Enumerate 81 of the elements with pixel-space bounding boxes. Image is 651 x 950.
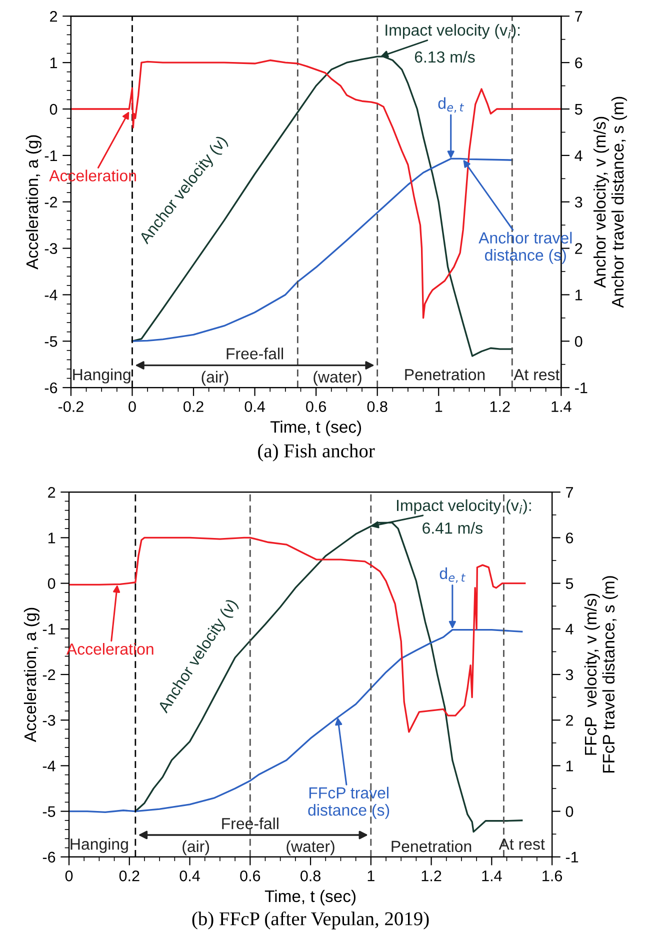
x-tick-label: 0.8 [367, 401, 388, 412]
x-tick-label: 0.4 [180, 870, 200, 882]
annotation: Penetration [392, 840, 472, 852]
y2-tick-label: 0 [574, 336, 582, 347]
y2-tick-label: 7 [566, 487, 573, 498]
y-tick-label: -4 [42, 760, 56, 772]
y-tick-label: 1 [50, 58, 58, 68]
y2-tick-label: 2 [575, 243, 582, 254]
annotation: Free-fall [226, 348, 284, 360]
x-tick-label: 1.4 [482, 870, 502, 882]
y2-axis-title: FFcP velocity, v (m/s) FFcP travel distance, s (m) [584, 576, 618, 773]
x-tick-label: 0.8 [300, 870, 320, 882]
annotation: (water) [286, 840, 334, 856]
annotation: At rest [498, 838, 545, 850]
y-tick-label: 0 [48, 578, 56, 589]
y-axis-title: Acceleration, a (g) [24, 608, 40, 742]
x-axis-title: Time, t (sec) [264, 890, 356, 906]
x-tick-label: -0.2 [58, 401, 84, 412]
y-tick-label: -3 [44, 243, 58, 254]
annotation: Penetration [405, 368, 485, 380]
x-tick-label: 0.2 [183, 401, 204, 412]
x-tick-label: 1.4 [552, 401, 572, 412]
y2-tick-label: 7 [575, 11, 582, 22]
y2-tick-label: 2 [566, 714, 573, 726]
x-axis-title: Time, t (sec) [270, 420, 362, 436]
annotation: Impact velocity (v$_{i}$): [396, 499, 531, 514]
annotation: 6.13 m/s [414, 50, 475, 63]
annotation: (air) [202, 370, 228, 386]
y2-tick-label: 1 [576, 290, 582, 300]
y-tick-label: -6 [44, 382, 58, 394]
annotation: Free-fall [222, 818, 278, 830]
y2-tick-label: 4 [574, 150, 582, 161]
y-tick-label: 2 [48, 486, 56, 498]
x-tick-label: 0 [128, 401, 136, 412]
annotation: At rest [514, 369, 560, 380]
y-tick-label: -5 [44, 336, 58, 347]
y-tick-label: 0 [50, 104, 58, 115]
y-tick-label: -2 [44, 196, 57, 208]
y2-tick-label: 6 [575, 57, 582, 68]
text: (b) FFcP (after Vepulan, 2019) [192, 911, 429, 930]
y-tick-label: -1 [44, 150, 58, 161]
y2-tick-label: 3 [574, 196, 582, 208]
text: (a) Fish anchor [258, 444, 375, 462]
y-tick-label: -2 [42, 669, 56, 680]
x-tick-label: 0 [65, 870, 73, 882]
y2-tick-label: 4 [566, 624, 574, 634]
x-tick-label: 1.2 [490, 401, 510, 412]
y-tick-label: 1 [48, 532, 56, 544]
annotation: d$_{e,t}$ [438, 97, 464, 113]
x-tick-label: 1.2 [422, 870, 442, 882]
y2-tick-label: 5 [574, 104, 582, 115]
annotation: 6.41 m/s [422, 522, 482, 534]
y-tick-label: -3 [42, 714, 56, 726]
annotation: Impact velocity (v$_{i}$): [386, 24, 520, 39]
x-tick-label: 0.4 [244, 401, 265, 412]
y2-tick-label: -1 [575, 382, 588, 394]
y2-tick-label: 1 [566, 760, 573, 772]
y-tick-label: -1 [42, 624, 56, 634]
x-tick-label: 1.6 [542, 870, 562, 882]
y2-tick-label: 0 [566, 806, 574, 817]
y2-axis-title: Anchor velocity, v (m/s) Anchor travel distance, s (m) [593, 96, 627, 308]
y2-tick-label: 6 [566, 532, 574, 544]
y-tick-label: 2 [50, 11, 57, 22]
y2-tick-label: 3 [566, 669, 574, 680]
x-tick-label: 1 [436, 401, 442, 412]
annotation: FFcP travel distance (s) [308, 786, 390, 819]
y2-tick-label: -1 [566, 852, 578, 862]
y-tick-label: -4 [44, 290, 58, 300]
annotation: Hanging [73, 368, 130, 384]
y2-tick-label: 5 [566, 578, 574, 589]
x-tick-label: 1 [368, 870, 374, 882]
y-tick-label: -6 [42, 852, 56, 863]
x-tick-label: 0.6 [306, 401, 326, 412]
x-tick-label: 0.2 [119, 870, 140, 882]
y-tick-label: -5 [42, 806, 56, 817]
annotation: Hanging [70, 838, 128, 853]
x-tick-label: 0.6 [240, 870, 260, 882]
annotation: (water) [314, 370, 362, 386]
y-axis-title: Acceleration, a (g) [26, 135, 42, 270]
annotation: (air) [182, 840, 210, 856]
annotation: d$_{e,t}$ [440, 567, 466, 583]
